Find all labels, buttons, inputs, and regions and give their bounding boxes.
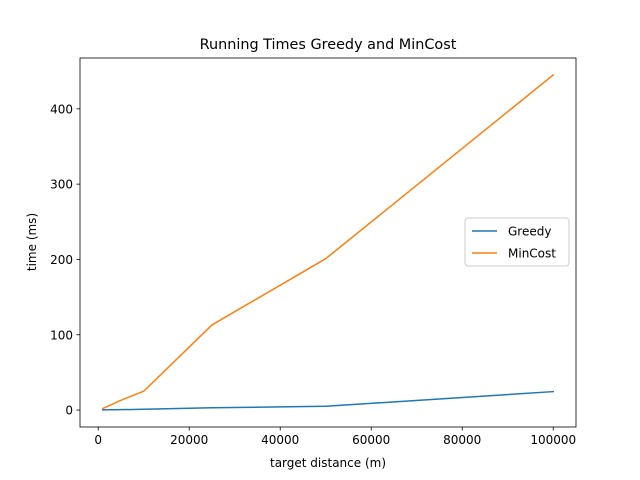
chart-title: Running Times Greedy and MinCost (200, 37, 457, 53)
y-axis-title: time (ms) (25, 213, 39, 271)
legend: Greedy MinCost (464, 217, 570, 267)
x-tick-label: 80000 (443, 433, 481, 447)
legend-label-mincost: MinCost (508, 247, 556, 261)
y-tick-label: 400 (50, 102, 73, 116)
x-tick-label: 20000 (170, 433, 208, 447)
series-line-mincost (101, 73, 555, 410)
y-tick-label: 0 (65, 404, 73, 418)
x-tick-label: 100000 (530, 433, 576, 447)
x-tick-label: 0 (94, 433, 102, 447)
x-tick-label: 40000 (261, 433, 299, 447)
y-tick-label: 300 (50, 178, 73, 192)
y-tick-label: 200 (50, 253, 73, 267)
plot-area: 0 20000 40000 60000 80000 100000 0 100 200 300 400 (50, 57, 577, 447)
legend-label-greedy: Greedy (508, 225, 551, 239)
series-line-greedy (101, 390, 555, 411)
y-tick-label: 100 (50, 328, 73, 342)
x-axis-title: target distance (m) (270, 456, 386, 470)
axes-frame (79, 57, 577, 428)
x-tick-label: 60000 (352, 433, 390, 447)
legend-box (464, 217, 570, 267)
